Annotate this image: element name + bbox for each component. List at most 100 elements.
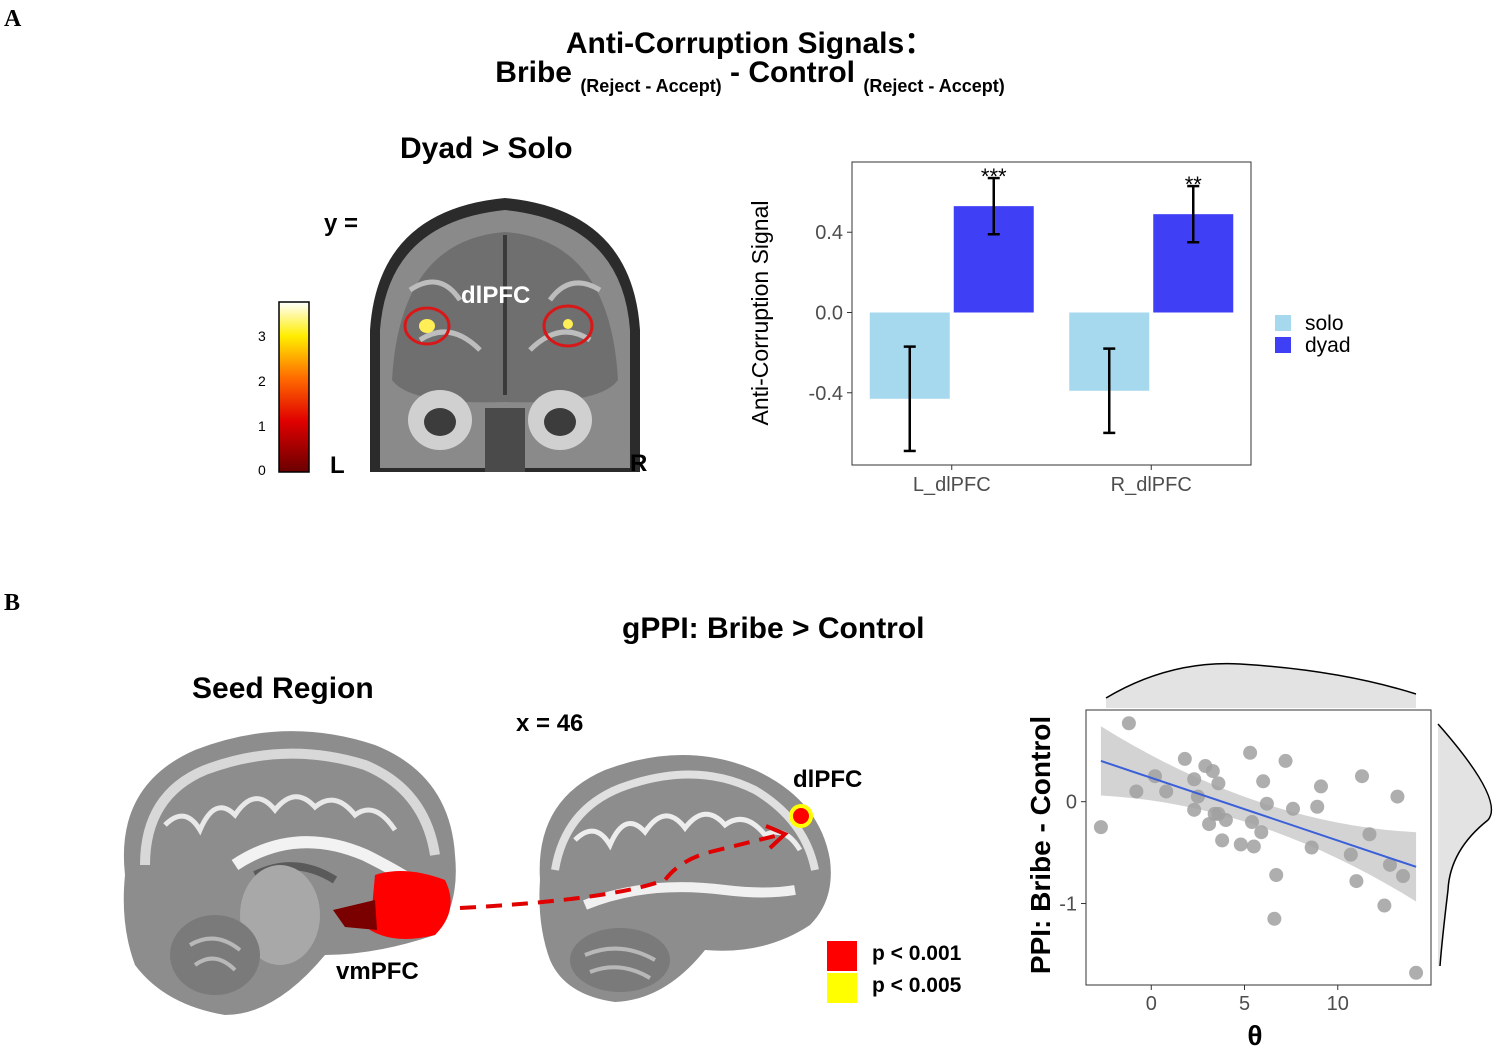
- title-bribe: Bribe: [495, 56, 572, 89]
- panel-b-letter: B: [4, 590, 21, 616]
- sagittal-brain-target-image: [539, 755, 831, 1002]
- marginal-density-right: [1437, 723, 1493, 967]
- connectivity-arrow: [459, 824, 789, 910]
- scatter-point: [1343, 847, 1358, 862]
- bar-y-tick-label: -0.4: [809, 383, 843, 405]
- scatter-point: [1382, 857, 1397, 872]
- panel-a-title-line1: Anti-Corruption Signals：: [565, 27, 935, 60]
- panel-a-title-line2: Bribe (Reject - Accept) - Control (Rejec…: [0, 56, 1500, 96]
- coronal-brain-image: [360, 180, 650, 480]
- scatter-point: [1244, 815, 1259, 830]
- scatter-point: [1177, 751, 1192, 766]
- seed-label-vmpfc: vmPFC: [336, 958, 419, 985]
- scatter-point: [1269, 868, 1284, 882]
- left-hemisphere-label: L: [330, 452, 345, 479]
- significance-L_dlPFC: ***: [981, 164, 1007, 189]
- scatter-point: [1310, 799, 1325, 814]
- title-control-sub: (Reject - Accept): [863, 76, 1005, 96]
- scatter-point: [1187, 772, 1202, 787]
- scatter-point: [1396, 869, 1411, 884]
- bar-y-tick-label: 0.0: [815, 302, 843, 324]
- legend-label-dyad: dyad: [1305, 334, 1351, 357]
- marginal-density-right-fill: [1438, 724, 1492, 966]
- dlpfc-target-red: [793, 808, 809, 824]
- scatter-point: [1215, 833, 1230, 848]
- significance-R_dlPFC: **: [1185, 172, 1203, 197]
- scatter-x-axis-label: θ: [1247, 1020, 1262, 1050]
- colorbar-tick-2: 2: [258, 373, 266, 389]
- title-control: - Control: [730, 56, 855, 89]
- slice-label-x: x = 46: [516, 710, 584, 737]
- scatter-point: [1211, 806, 1226, 821]
- scatter-chart: PPI: Bribe - Control θ 0 5 10 -1 0: [1025, 662, 1493, 1050]
- scatter-point: [1278, 753, 1293, 768]
- regression-line: [1100, 759, 1417, 868]
- marginal-density-top-fill: [1106, 663, 1416, 708]
- scatter-point: [1349, 874, 1364, 889]
- scatter-point: [1202, 817, 1217, 832]
- scatter-point: [1313, 779, 1328, 794]
- bar-y-axis-label: Anti-Corruption Signal: [747, 200, 773, 425]
- scatter-point: [1390, 789, 1405, 804]
- scatter-point: [1246, 839, 1261, 854]
- bar-x-tick-label-R_dlPFC: R_dlPFC: [1111, 474, 1192, 496]
- scatter-x-tick-label: 5: [1239, 993, 1250, 1015]
- scatter-point: [1121, 716, 1136, 731]
- scatter-point: [1254, 825, 1269, 840]
- bar-y-tick-label: 0.4: [815, 222, 843, 244]
- colorbar-tick-0: 0: [258, 462, 266, 478]
- panel-b-title: gPPI: Bribe > Control: [622, 612, 925, 645]
- roi-circle-left: [403, 306, 451, 346]
- right-hemisphere-label: R: [630, 450, 648, 477]
- colorbar-tick-3: 3: [258, 328, 266, 344]
- scatter-x-tick-label: 0: [1146, 993, 1157, 1015]
- panel-a-letter: A: [4, 6, 22, 32]
- scatter-point: [1267, 911, 1282, 926]
- scatter-point: [1377, 898, 1392, 913]
- activation-left: [419, 319, 435, 333]
- bar-x-tick-label-L_dlPFC: L_dlPFC: [913, 474, 991, 496]
- scatter-point: [1362, 827, 1377, 842]
- bar-chart: Anti-Corruption Signal *** L_dlPFC ** R_dlP…: [747, 161, 1351, 496]
- scatter-y-tick-label: -1: [1059, 894, 1077, 916]
- title-bribe-sub: (Reject - Accept): [580, 76, 722, 96]
- legend-label-p005: p < 0.005: [872, 974, 962, 997]
- colorbar-gradient: [278, 301, 310, 473]
- scatter-point: [1355, 769, 1369, 784]
- target-label-dlpfc: dlPFC: [793, 766, 863, 793]
- legend-swatch-p001: [827, 941, 857, 971]
- legend-label-solo: solo: [1305, 312, 1344, 335]
- region-label-dlpfc: dlPFC: [461, 282, 531, 309]
- scatter-x-tick-label: 10: [1327, 993, 1349, 1015]
- scatter-point: [1233, 837, 1248, 852]
- scatter-point: [1211, 776, 1226, 791]
- scatter-point: [1093, 820, 1108, 835]
- scatter-point: [1256, 774, 1271, 789]
- activation-right: [563, 319, 573, 329]
- seed-region-title: Seed Region: [192, 672, 374, 705]
- scatter-point: [1243, 745, 1258, 760]
- scatter-point: [1286, 801, 1300, 816]
- scatter-point: [1205, 764, 1220, 779]
- scatter-point: [1129, 784, 1144, 799]
- legend-swatch-solo: [1275, 315, 1291, 331]
- scatter-y-axis-label: PPI: Bribe - Control: [1025, 716, 1056, 974]
- legend-swatch-p005: [827, 973, 857, 1003]
- colorbar-tick-1: 1: [258, 418, 266, 434]
- bar-chart-plot-frame: [851, 161, 1252, 466]
- scatter-point: [1304, 840, 1319, 855]
- scatter-point: [1187, 802, 1202, 817]
- legend-label-p001: p < 0.001: [872, 942, 962, 965]
- scatter-y-tick-label: 0: [1066, 792, 1077, 814]
- legend-swatch-dyad: [1275, 337, 1291, 353]
- brain-a-title: Dyad > Solo: [400, 132, 573, 165]
- scatter-point: [1259, 796, 1274, 811]
- marginal-density-top: [1105, 662, 1417, 699]
- vmpfc-seed-region: [370, 871, 451, 939]
- sagittal-brain-seed-image: [123, 731, 456, 1015]
- scatter-point: [1159, 784, 1174, 799]
- colorbar: [278, 301, 310, 473]
- scatter-plot-frame: [1085, 709, 1432, 986]
- scatter-point: [1409, 965, 1424, 980]
- roi-circle-right: [542, 304, 594, 348]
